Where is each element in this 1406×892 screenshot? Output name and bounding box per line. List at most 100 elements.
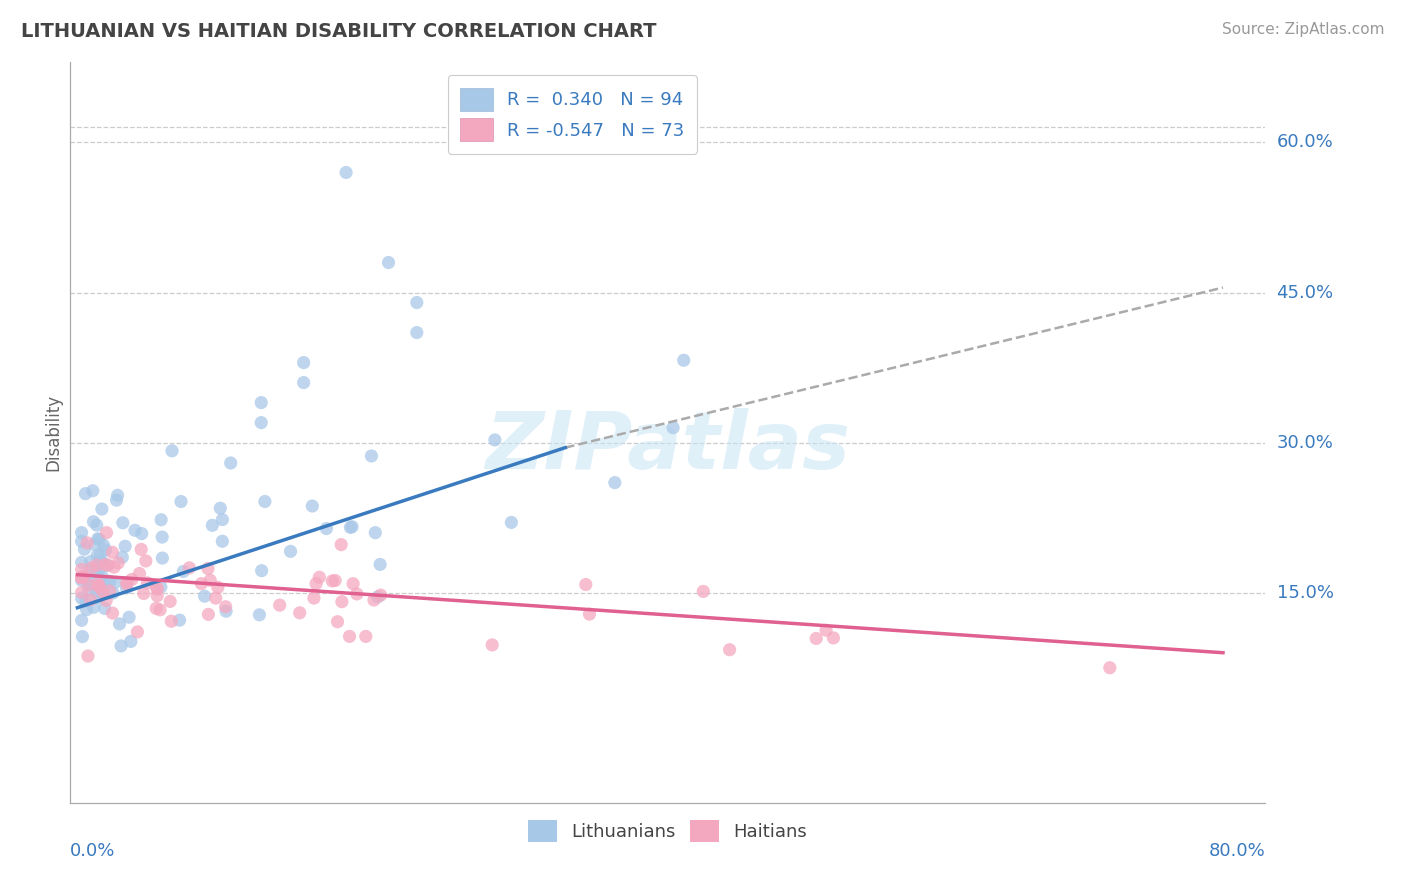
Point bbox=[575, 577, 598, 591]
Point bbox=[292, 376, 315, 390]
Point bbox=[89, 547, 111, 561]
Point bbox=[115, 581, 138, 595]
Point bbox=[146, 581, 169, 595]
Point bbox=[330, 595, 353, 609]
Point bbox=[124, 524, 146, 538]
Point bbox=[172, 565, 194, 579]
Point bbox=[93, 601, 115, 615]
Point bbox=[360, 449, 382, 463]
Point bbox=[111, 550, 134, 565]
Point bbox=[315, 522, 337, 536]
Y-axis label: Disability: Disability bbox=[44, 394, 62, 471]
Point bbox=[354, 629, 377, 643]
Point bbox=[111, 516, 134, 530]
Point bbox=[98, 584, 121, 599]
Point bbox=[86, 585, 108, 599]
Point bbox=[149, 603, 172, 617]
Point bbox=[89, 554, 111, 568]
Point bbox=[70, 570, 93, 584]
Point bbox=[150, 530, 173, 544]
Text: 80.0%: 80.0% bbox=[1209, 842, 1265, 860]
Point bbox=[90, 502, 112, 516]
Point bbox=[77, 582, 100, 597]
Point bbox=[364, 525, 387, 540]
Text: 15.0%: 15.0% bbox=[1277, 583, 1333, 602]
Point bbox=[87, 533, 110, 547]
Point bbox=[77, 648, 100, 663]
Point bbox=[84, 565, 107, 579]
Point bbox=[75, 486, 97, 500]
Point bbox=[149, 580, 172, 594]
Point bbox=[94, 542, 117, 557]
Point bbox=[211, 534, 233, 549]
Point bbox=[603, 475, 626, 490]
Point bbox=[101, 586, 124, 600]
Point bbox=[326, 615, 349, 629]
Point bbox=[146, 582, 169, 596]
Point bbox=[214, 599, 236, 614]
Point bbox=[107, 488, 129, 502]
Point bbox=[73, 542, 96, 557]
Point bbox=[105, 493, 128, 508]
Point bbox=[91, 585, 114, 599]
Point bbox=[145, 601, 167, 615]
Point bbox=[77, 577, 100, 591]
Point bbox=[339, 629, 361, 643]
Point bbox=[201, 518, 224, 533]
Text: LITHUANIAN VS HAITIAN DISABILITY CORRELATION CHART: LITHUANIAN VS HAITIAN DISABILITY CORRELA… bbox=[21, 22, 657, 41]
Point bbox=[129, 542, 152, 557]
Point bbox=[211, 512, 233, 526]
Point bbox=[97, 558, 120, 573]
Point bbox=[79, 578, 101, 592]
Point bbox=[98, 574, 121, 589]
Point bbox=[308, 570, 330, 584]
Point bbox=[87, 532, 110, 546]
Point bbox=[86, 518, 108, 533]
Point bbox=[501, 516, 523, 530]
Point bbox=[250, 564, 273, 578]
Point bbox=[1098, 661, 1121, 675]
Point bbox=[823, 631, 845, 645]
Point bbox=[108, 616, 131, 631]
Point bbox=[101, 545, 124, 559]
Point bbox=[70, 555, 93, 569]
Point bbox=[249, 607, 271, 622]
Point bbox=[93, 556, 115, 570]
Point bbox=[367, 590, 389, 604]
Point bbox=[368, 558, 391, 572]
Point bbox=[83, 537, 105, 551]
Point bbox=[209, 501, 232, 516]
Point bbox=[72, 630, 94, 644]
Point bbox=[82, 515, 104, 529]
Point bbox=[76, 536, 98, 550]
Point bbox=[93, 576, 115, 591]
Point bbox=[70, 574, 93, 588]
Point bbox=[76, 602, 98, 616]
Point bbox=[127, 624, 149, 639]
Point bbox=[377, 255, 399, 269]
Point bbox=[136, 575, 159, 590]
Point bbox=[159, 594, 181, 608]
Point bbox=[83, 575, 105, 590]
Point bbox=[250, 395, 273, 409]
Point bbox=[91, 569, 114, 583]
Point bbox=[718, 642, 741, 657]
Point bbox=[484, 433, 506, 447]
Point bbox=[96, 593, 118, 607]
Point bbox=[135, 554, 157, 568]
Point bbox=[363, 593, 385, 607]
Point bbox=[114, 539, 136, 553]
Point bbox=[340, 519, 363, 533]
Point bbox=[96, 525, 118, 540]
Point bbox=[481, 638, 503, 652]
Point bbox=[204, 591, 226, 605]
Point bbox=[405, 295, 427, 310]
Point bbox=[323, 574, 346, 588]
Point bbox=[79, 592, 101, 607]
Point bbox=[103, 560, 125, 574]
Point bbox=[101, 606, 124, 620]
Point bbox=[104, 575, 127, 590]
Point bbox=[115, 577, 138, 591]
Point bbox=[131, 526, 153, 541]
Point bbox=[107, 556, 129, 570]
